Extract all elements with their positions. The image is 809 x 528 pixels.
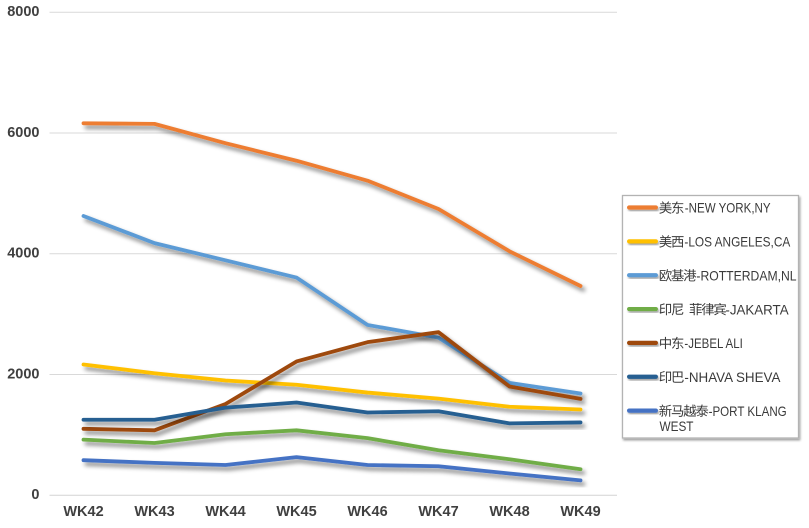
svg-text:4000: 4000 [7, 246, 39, 262]
svg-text:6000: 6000 [7, 125, 39, 141]
svg-text:WK47: WK47 [418, 504, 458, 520]
svg-text:WK45: WK45 [276, 504, 316, 520]
svg-text:-JEBEL ALI: -JEBEL ALI [684, 335, 742, 351]
svg-text:-JAKARTA: -JAKARTA [725, 301, 789, 317]
svg-text:-PORT KLANG: -PORT KLANG [709, 403, 787, 419]
svg-text:WEST: WEST [660, 418, 694, 434]
svg-text:-NHAVA SHEVA: -NHAVA SHEVA [684, 369, 781, 385]
svg-text:WK46: WK46 [347, 504, 387, 520]
svg-text:0: 0 [31, 487, 39, 503]
svg-text:WK44: WK44 [205, 504, 245, 520]
svg-text:-ROTTERDAM,NL: -ROTTERDAM,NL [696, 267, 796, 283]
svg-text:8000: 8000 [7, 4, 39, 20]
svg-text:-NEW YORK,NY: -NEW YORK,NY [685, 200, 771, 216]
svg-text:WK49: WK49 [560, 504, 600, 520]
svg-text:WK42: WK42 [63, 504, 103, 520]
svg-text:WK43: WK43 [134, 504, 174, 520]
svg-text:WK48: WK48 [489, 504, 529, 520]
svg-text:2000: 2000 [7, 366, 39, 382]
svg-text:-LOS ANGELES,CA: -LOS ANGELES,CA [684, 234, 790, 250]
